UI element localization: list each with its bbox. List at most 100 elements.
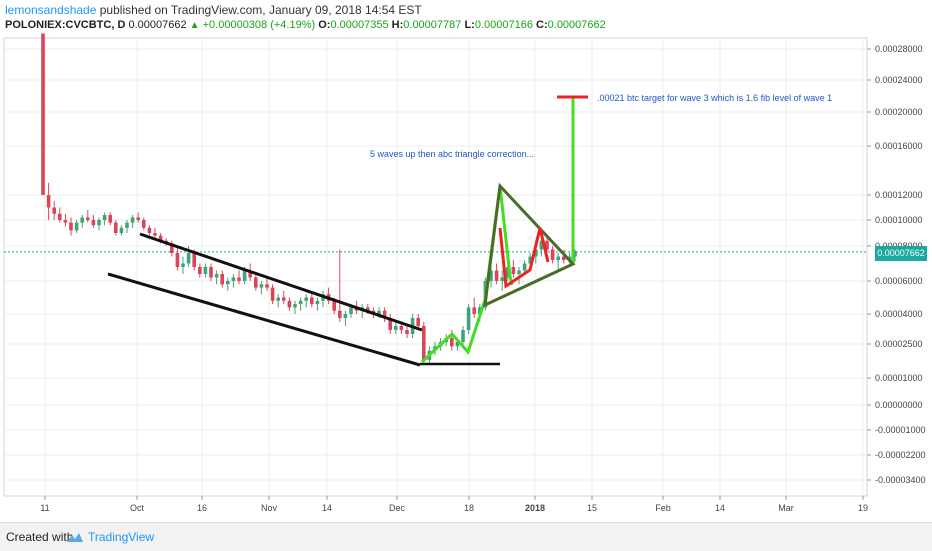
candle-body	[298, 300, 303, 305]
y-tick-label: 0.00010000	[875, 215, 923, 225]
triangle-pattern	[483, 182, 576, 308]
x-tick-label: 18	[464, 503, 474, 513]
candle-body	[310, 297, 314, 305]
x-tick-label: Feb	[655, 503, 671, 513]
x-axis: 11 Oct 16 Nov 14 Dec 18 2018 15 Feb 14 Mar 19	[40, 496, 868, 513]
candle-body	[41, 33, 45, 195]
candle-body	[97, 220, 101, 226]
x-tick-label: 15	[587, 503, 597, 513]
published-text: published on TradingView.com, January 09…	[99, 3, 422, 17]
candle-body	[192, 253, 196, 267]
x-tick-label: 2018	[525, 503, 545, 513]
y-tick-label: 0.00000000	[875, 400, 923, 410]
y-tick-label: 0.00002500	[875, 339, 923, 349]
candle-body	[158, 235, 163, 241]
candle-body	[550, 249, 555, 260]
x-tick-label: Dec	[389, 503, 406, 513]
close-value: 0.00007662	[547, 19, 606, 31]
candle-body	[63, 220, 68, 223]
open-label: O:	[318, 19, 331, 31]
publish-line: lemonsandshade published on TradingView.…	[5, 3, 422, 17]
candle-body	[332, 300, 336, 311]
candle-body	[186, 253, 191, 264]
candle-body	[58, 213, 62, 220]
close-label: C:	[536, 19, 548, 31]
candle-body	[573, 251, 577, 257]
candle-body	[366, 307, 370, 311]
ohlc-line: POLONIEX:CVCBTC, D 0.00007662 ▲ +0.00000…	[5, 19, 606, 31]
candle-body	[170, 243, 174, 253]
candle-body	[142, 220, 146, 228]
candle-body	[147, 227, 152, 233]
up-triangle-icon: ▲	[189, 20, 200, 31]
y-tick-label: 0.00012000	[875, 190, 923, 200]
chart-grid	[3, 37, 868, 497]
candle-body	[242, 270, 247, 281]
candle-body	[517, 270, 521, 274]
candle-body	[69, 222, 73, 231]
candle-body	[349, 307, 353, 314]
candle-body	[130, 217, 135, 223]
candle-body	[108, 215, 112, 223]
candle-body	[52, 207, 56, 214]
price-chart[interactable]: 0.00028000 0.00024000 0.00020000 0.00016000…	[0, 0, 932, 522]
y-tick-label: 0.00020000	[875, 107, 923, 117]
candle-body	[522, 263, 527, 271]
candle-body	[562, 256, 566, 260]
candle-body	[534, 249, 538, 257]
candle-body	[91, 220, 96, 226]
candle-body	[472, 307, 476, 314]
candle-body	[338, 310, 342, 318]
candle-body	[265, 284, 269, 288]
candle-body	[114, 222, 118, 233]
candle-body	[237, 277, 241, 281]
y-tick-label: 0.00004000	[875, 309, 923, 319]
candle-body	[248, 270, 252, 278]
candle-body	[388, 318, 392, 330]
candle-body	[461, 330, 465, 342]
drawings	[107, 95, 588, 367]
target-annotation: .00021 btc target for wave 3 which is 1.…	[597, 93, 832, 103]
author-link[interactable]: lemonsandshade	[5, 3, 97, 17]
y-axis: 0.00028000 0.00024000 0.00020000 0.00016000…	[867, 44, 926, 485]
y-tick-label: -0.00001000	[875, 425, 926, 435]
candle-body	[282, 297, 286, 301]
candle-body	[489, 270, 493, 281]
candle-body	[511, 267, 516, 274]
y-tick-label: -0.00003400	[875, 475, 926, 485]
candle-body	[136, 217, 140, 220]
candle-body	[226, 281, 230, 285]
y-tick-label: 0.00006000	[875, 276, 923, 286]
low-label: L:	[464, 19, 475, 31]
channel-lower-line	[107, 272, 421, 367]
candle-body	[478, 307, 482, 314]
candle-body	[556, 256, 560, 260]
wave-up-line	[420, 185, 514, 364]
x-tick-label: 14	[715, 503, 725, 513]
candle-body	[181, 263, 185, 267]
symbol-label: POLONIEX:CVCBTC, D	[5, 19, 126, 31]
candle-body	[466, 307, 471, 330]
plot-frame	[3, 37, 868, 497]
x-tick-label: 11	[40, 503, 49, 513]
candle-body	[287, 300, 292, 308]
candle-body	[539, 240, 544, 250]
candle-body	[119, 227, 124, 233]
candle-body	[276, 297, 280, 301]
candle-body	[422, 326, 426, 360]
candle-body	[382, 310, 387, 318]
annotations: .00021 btc target for wave 3 which is 1.…	[370, 93, 832, 159]
candle-body	[506, 267, 510, 278]
candle-body	[46, 195, 51, 208]
tradingview-link[interactable]: TradingView	[88, 530, 155, 544]
y-tick-label: 0.00016000	[875, 141, 923, 151]
created-with-text: Created with	[6, 530, 74, 544]
candle-body	[528, 256, 532, 264]
candle-body	[293, 304, 297, 308]
candle-body	[231, 277, 236, 281]
open-value: 0.00007355	[330, 19, 389, 31]
candle-body	[153, 233, 157, 236]
high-value: 0.00007787	[403, 19, 462, 31]
y-tick-label: 0.00001000	[875, 373, 923, 383]
candle-body	[545, 240, 549, 250]
